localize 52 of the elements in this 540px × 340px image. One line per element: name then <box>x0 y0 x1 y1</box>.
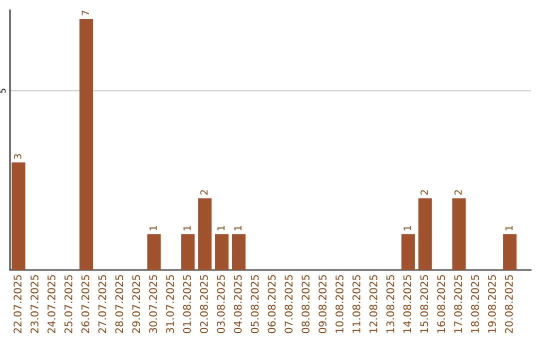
bar <box>215 234 229 270</box>
data-label: 2 <box>454 190 462 195</box>
x-tick-label: 09.08.2025 <box>318 275 326 334</box>
bar <box>503 234 517 270</box>
x-tick-label: 24.07.2025 <box>48 275 56 334</box>
data-label: 1 <box>404 226 411 230</box>
x-tick-label: 31.07.2025 <box>166 275 174 334</box>
x-tick-label: 25.07.2025 <box>64 275 72 334</box>
data-label: 1 <box>217 226 224 230</box>
bar <box>232 234 246 270</box>
x-tick-label: 06.08.2025 <box>268 275 276 334</box>
data-label: 2 <box>420 190 428 195</box>
x-tick-label: 26.07.2025 <box>81 275 90 334</box>
bar <box>181 234 195 270</box>
data-label: 1 <box>505 226 513 230</box>
data-label: 1 <box>150 226 157 230</box>
x-tick-label: 08.08.2025 <box>302 275 310 334</box>
data-label: 1 <box>183 226 191 230</box>
x-tick-label: 19.08.2025 <box>488 275 496 333</box>
bar <box>147 234 161 270</box>
x-tick-label: 29.07.2025 <box>132 275 140 334</box>
x-tick-label: 07.08.2025 <box>284 275 293 334</box>
x-tick-label: 20.08.2025 <box>504 275 513 334</box>
x-tick-label: 10.08.2025 <box>336 275 344 333</box>
data-label: 2 <box>200 190 208 195</box>
x-tick-label: 22.07.2025 <box>14 275 22 334</box>
bar <box>452 198 466 270</box>
x-tick-label: 16.08.2025 <box>437 275 446 333</box>
x-tick-label: 15.08.2025 <box>420 275 428 333</box>
x-tick-label: 12.08.2025 <box>369 275 378 333</box>
data-label: 1 <box>234 226 242 230</box>
x-tick-label: 17.08.2025 <box>454 275 462 333</box>
x-tick-label: 28.07.2025 <box>115 275 124 334</box>
bar <box>198 198 212 270</box>
x-tick-label: 23.07.2025 <box>30 275 38 334</box>
x-tick-label: 11.08.2025 <box>352 275 360 333</box>
x-tick-label: 03.08.2025 <box>216 275 225 334</box>
x-tick-label: 02.08.2025 <box>200 275 208 334</box>
x-tick-label: 18.08.2025 <box>471 275 479 333</box>
x-tick-label: 05.08.2025 <box>250 275 259 334</box>
bar <box>12 162 26 270</box>
data-label: 7 <box>82 10 89 16</box>
bar <box>79 18 94 270</box>
x-tick-label: 13.08.2025 <box>386 275 394 333</box>
bar <box>418 198 432 270</box>
x-tick-label: 01.08.2025 <box>183 275 191 334</box>
bar <box>401 234 415 270</box>
x-tick-label: 04.08.2025 <box>234 275 242 334</box>
x-tick-label: 14.08.2025 <box>403 275 412 333</box>
x-tick-label: 27.07.2025 <box>98 275 106 334</box>
data-label: 3 <box>14 154 22 159</box>
x-tick-label: 30.07.2025 <box>149 275 158 334</box>
